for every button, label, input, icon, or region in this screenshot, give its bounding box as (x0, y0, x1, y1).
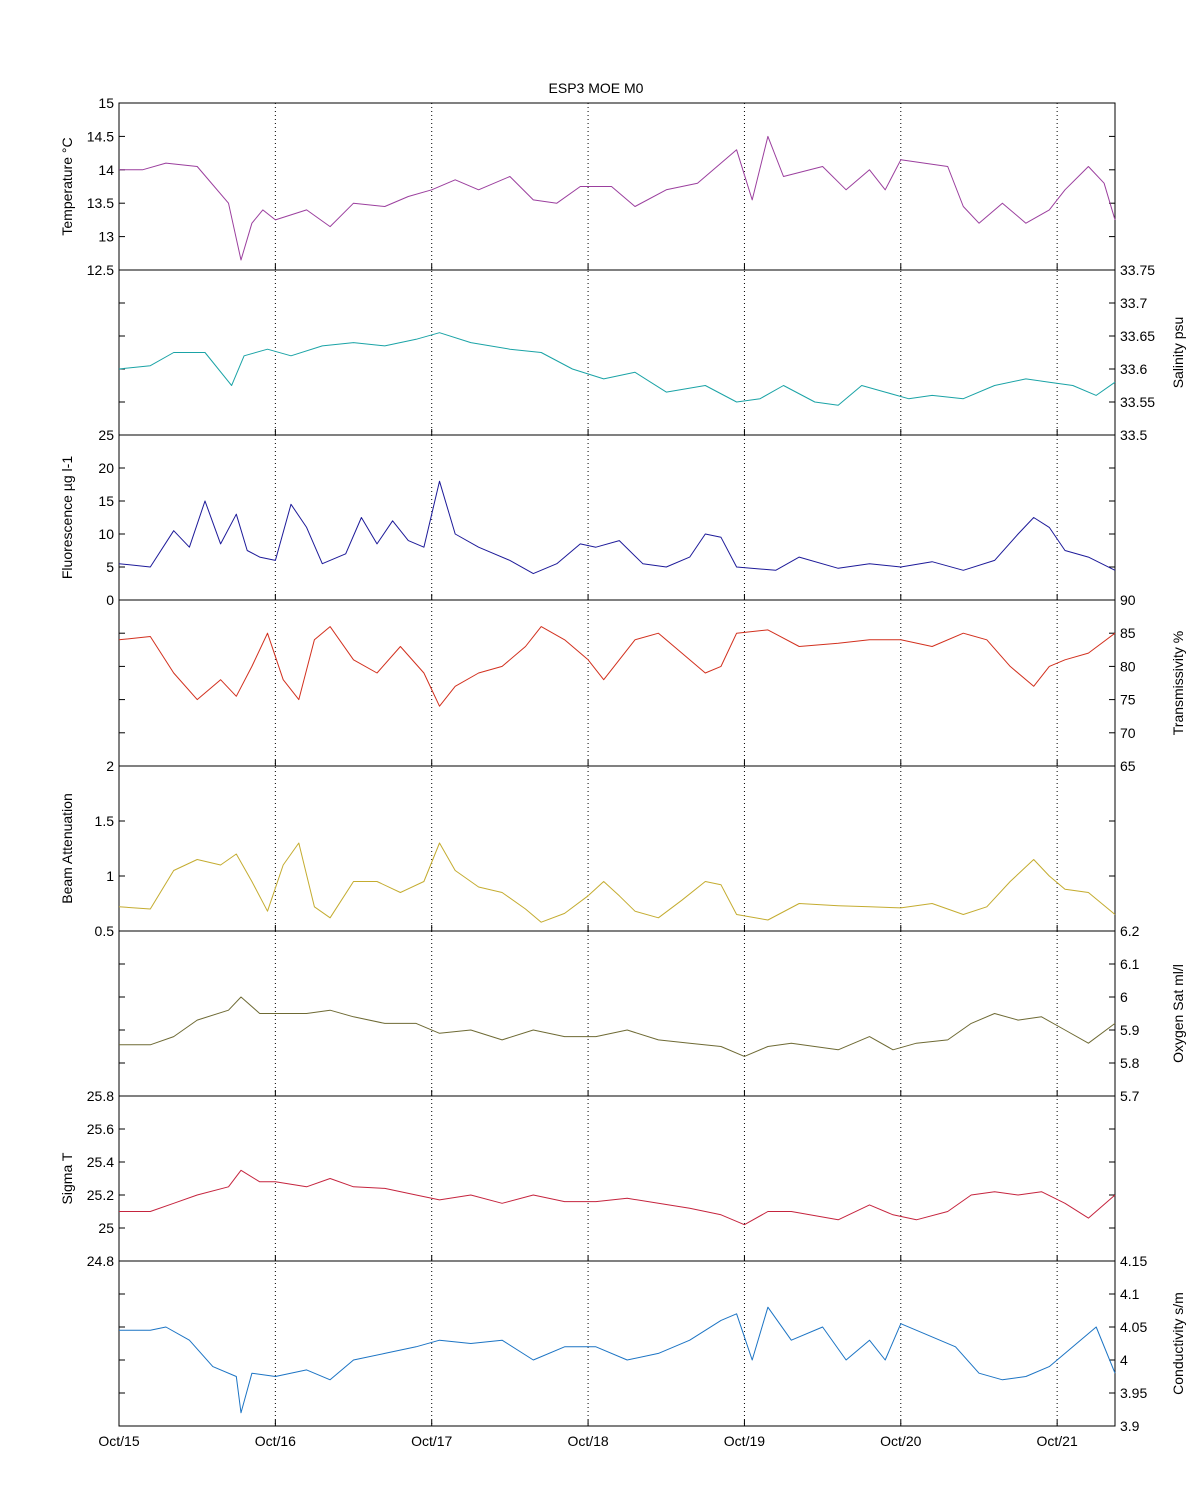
panel-8: 3.9 3.95 4 4.05 4.1 4.15 Conductivity s/m (118, 1253, 1186, 1434)
y-tick-label: 80 (1120, 658, 1136, 674)
y-tick-label: 85 (1120, 625, 1136, 641)
y-tick-label: 13 (98, 229, 114, 245)
y-tick-label: 3.95 (1120, 1385, 1147, 1401)
panel-2: 33.5 33.55 33.6 33.65 33.7 33.75 Salinity psu (118, 262, 1186, 443)
y-axis-label: Transmissivity % (1170, 631, 1186, 736)
panel-frame (118, 269, 1116, 436)
y-tick-label: 4.05 (1120, 1319, 1147, 1335)
y-tick-label: 25.8 (87, 1088, 114, 1104)
panel-5: 0.5 1 1.5 2 Beam Attenuation (59, 758, 1116, 939)
y-axis-label: Temperature °C (59, 137, 75, 235)
y-axis-label: Sigma T (59, 1152, 75, 1204)
x-tick-label: Oct/15 (98, 1433, 139, 1449)
y-tick-label: 24.8 (87, 1253, 114, 1269)
y-tick-label: 10 (98, 526, 114, 542)
series-line (119, 135, 1116, 261)
y-tick-label: 25 (98, 1220, 114, 1236)
series-line (119, 1306, 1116, 1414)
y-tick-label: 65 (1120, 758, 1136, 774)
panel-frame (118, 599, 1116, 767)
panel-frame (118, 1260, 1116, 1427)
y-tick-label: 70 (1120, 725, 1136, 741)
y-axis-label: Beam Attenuation (59, 793, 75, 904)
y-tick-label: 6 (1120, 989, 1128, 1005)
y-tick-label: 4 (1120, 1352, 1128, 1368)
series-line (118, 626, 1116, 707)
chart-title: ESP3 MOE M0 (549, 80, 644, 96)
y-axis-label: Fluorescence µg l-1 (59, 456, 75, 579)
y-tick-label: 25.6 (87, 1121, 114, 1137)
y-tick-label: 25.2 (87, 1187, 114, 1203)
y-axis-label: Oxygen Sat ml/l (1170, 964, 1186, 1063)
panel-frame (118, 434, 1116, 601)
y-tick-label: 33.7 (1120, 295, 1147, 311)
y-axis-label: Conductivity s/m (1170, 1292, 1186, 1395)
y-tick-label: 0 (106, 592, 114, 608)
panel-frame (118, 102, 1116, 271)
y-tick-label: 5 (106, 559, 114, 575)
series-line (119, 1169, 1116, 1226)
series-line (118, 332, 1116, 406)
y-tick-label: 14 (98, 162, 114, 178)
y-tick-label: 6.1 (1120, 956, 1140, 972)
x-tick-label: Oct/17 (411, 1433, 452, 1449)
panel-frame (118, 1095, 1116, 1262)
y-tick-label: 15 (98, 493, 114, 509)
y-tick-label: 0.5 (95, 923, 115, 939)
y-tick-label: 5.9 (1120, 1022, 1140, 1038)
x-tick-label: Oct/18 (567, 1433, 608, 1449)
y-tick-label: 4.15 (1120, 1253, 1147, 1269)
series-line (119, 996, 1116, 1057)
y-tick-label: 12.5 (87, 262, 114, 278)
y-tick-label: 1.5 (95, 813, 115, 829)
y-axis-label: Salinity psu (1170, 317, 1186, 389)
panel-3: 0 5 10 15 20 25 Fluorescence µg l-1 (59, 427, 1116, 608)
x-tick-label: Oct/19 (724, 1433, 765, 1449)
panel-frame (118, 765, 1116, 932)
series-line (118, 480, 1116, 575)
y-tick-label: 20 (98, 460, 114, 476)
y-tick-label: 4.1 (1120, 1286, 1140, 1302)
y-tick-label: 25 (98, 427, 114, 443)
y-tick-label: 90 (1120, 592, 1136, 608)
x-tick-label: Oct/21 (1037, 1433, 1078, 1449)
y-tick-label: 33.5 (1120, 427, 1147, 443)
panel-1: 12.5 13 13.5 14 14.5 15 Temperature °C (59, 95, 1116, 278)
panel-7: 24.8 25 25.2 25.4 25.6 25.8 Sigma T (59, 1088, 1116, 1269)
y-tick-label: 3.9 (1120, 1418, 1140, 1434)
y-tick-label: 25.4 (87, 1154, 114, 1170)
y-tick-label: 15 (98, 95, 114, 111)
y-tick-label: 33.6 (1120, 361, 1147, 377)
y-tick-label: 5.8 (1120, 1055, 1140, 1071)
y-tick-label: 14.5 (87, 128, 114, 144)
series-line (118, 842, 1116, 923)
y-tick-label: 2 (106, 758, 114, 774)
panel-4: 65 70 75 80 85 90 Transmissivity % (118, 592, 1186, 774)
x-tick-label: Oct/16 (255, 1433, 296, 1449)
y-tick-label: 33.55 (1120, 394, 1155, 410)
panel-6: 5.7 5.8 5.9 6 6.1 6.2 Oxygen Sat ml/l (118, 923, 1186, 1104)
x-tick-label: Oct/20 (880, 1433, 921, 1449)
y-tick-label: 13.5 (87, 195, 114, 211)
y-tick-label: 5.7 (1120, 1088, 1140, 1104)
y-tick-label: 75 (1120, 692, 1136, 708)
y-tick-label: 33.75 (1120, 262, 1155, 278)
y-tick-label: 33.65 (1120, 328, 1155, 344)
y-tick-label: 1 (106, 868, 114, 884)
y-tick-label: 6.2 (1120, 923, 1140, 939)
